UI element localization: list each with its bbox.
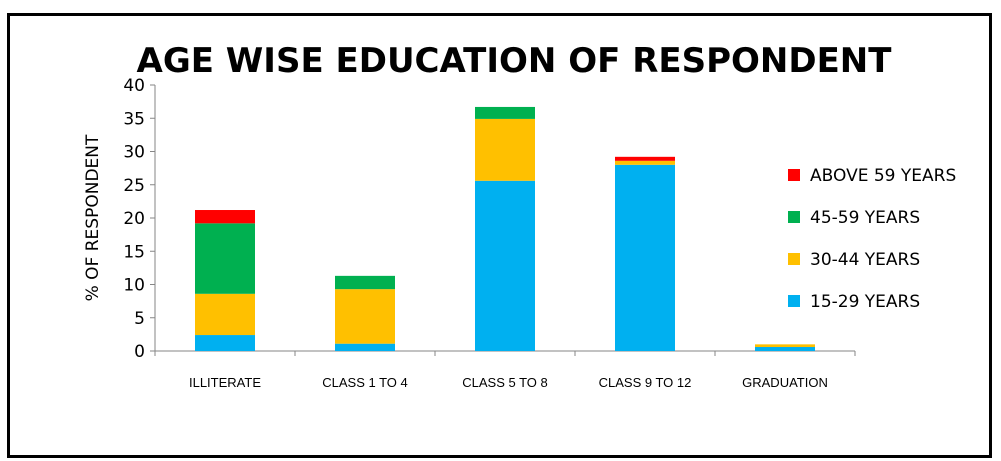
legend-label: 30-44 YEARS xyxy=(810,250,920,270)
bar-segment xyxy=(335,275,395,290)
chart-title: AGE WISE EDUCATION OF RESPONDENT xyxy=(137,41,893,81)
legend-swatch xyxy=(788,253,800,265)
y-tick-label: 0 xyxy=(134,342,145,362)
bar-segment xyxy=(615,160,675,165)
legend-swatch xyxy=(788,211,800,223)
bar-segment xyxy=(475,118,535,181)
bar-segment xyxy=(195,223,255,294)
y-tick-label: 15 xyxy=(123,242,145,262)
bar-segment xyxy=(475,180,535,351)
bar-segment xyxy=(615,156,675,161)
y-tick-label: 5 xyxy=(134,309,145,329)
y-tick-label: 35 xyxy=(123,109,145,129)
bar-segment xyxy=(195,335,255,351)
bar-segment xyxy=(335,289,395,344)
y-tick-label: 30 xyxy=(123,143,145,163)
bar-segment xyxy=(335,343,395,351)
legend-label: ABOVE 59 YEARS xyxy=(810,166,956,186)
bar-segment xyxy=(475,106,535,119)
y-tick-label: 40 xyxy=(123,76,145,96)
legend-label: 15-29 YEARS xyxy=(810,292,920,312)
y-tick-label: 10 xyxy=(123,276,145,296)
bar-segment xyxy=(615,164,675,351)
legend: ABOVE 59 YEARS 45-59 YEARS 30-44 YEARS 15-2… xyxy=(788,166,956,312)
y-tick-label: 25 xyxy=(123,176,145,196)
legend-swatch xyxy=(788,169,800,181)
x-category-label: GRADUATION xyxy=(742,375,828,390)
legend-label: 45-59 YEARS xyxy=(810,208,920,228)
y-tick-label: 20 xyxy=(123,209,145,229)
x-category-label: CLASS 5 TO 8 xyxy=(462,375,548,390)
x-category-label: ILLITERATE xyxy=(189,375,261,390)
y-axis-title: % OF RESPONDENT xyxy=(83,134,103,301)
bar-segment xyxy=(195,293,255,336)
bar-segment xyxy=(755,347,815,351)
plot-area: 0 5 10 15 20 25 30 35 40 ILLITERATE CLASS 1 TO 4 CL… xyxy=(123,76,856,390)
x-category-label: CLASS 9 TO 12 xyxy=(599,375,692,390)
bar-segment xyxy=(755,344,815,348)
legend-swatch xyxy=(788,295,800,307)
bar-segment xyxy=(195,210,255,224)
x-category-label: CLASS 1 TO 4 xyxy=(322,375,408,390)
